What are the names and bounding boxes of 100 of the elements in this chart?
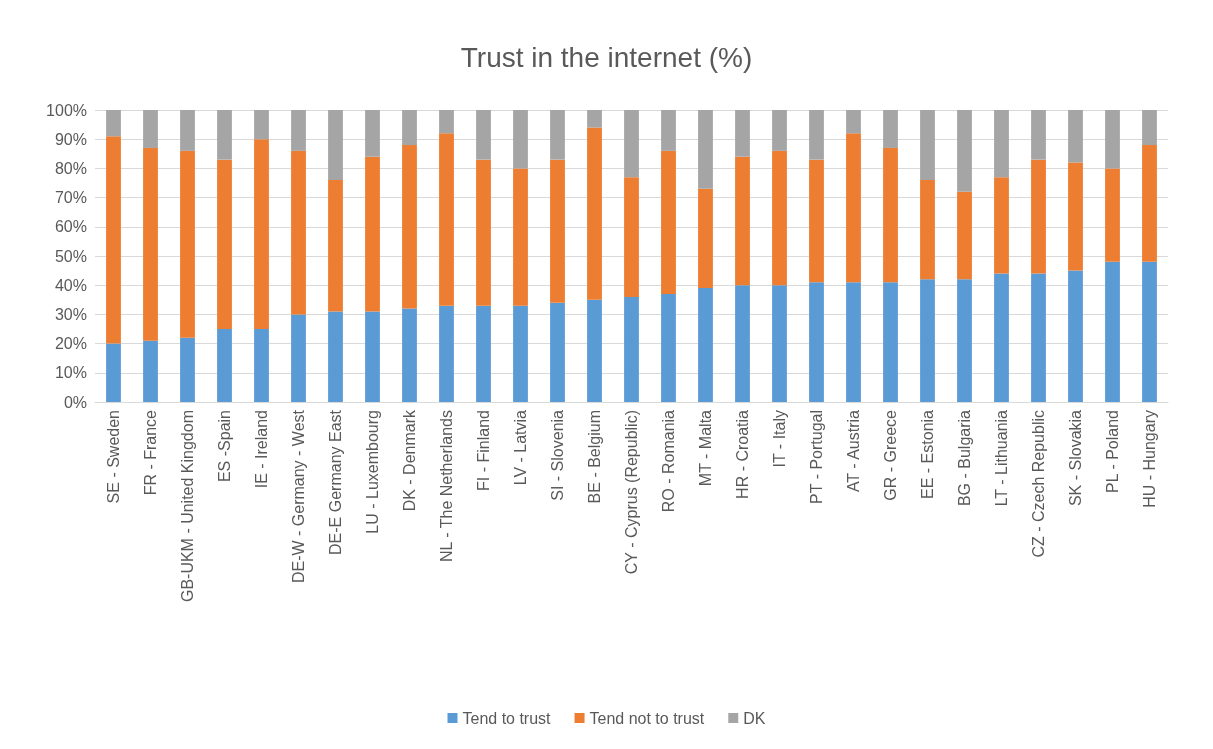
bar xyxy=(254,110,269,140)
bar xyxy=(476,110,491,160)
bar xyxy=(402,110,417,146)
x-tick-label: SI - Slovenia xyxy=(549,409,566,501)
x-tick-label: DK - Denmark xyxy=(401,409,418,512)
y-tick-label: 10% xyxy=(54,364,87,382)
bar xyxy=(1105,168,1120,262)
x-tick-label: FR - France xyxy=(142,409,159,496)
bar xyxy=(735,285,750,402)
y-tick-label: 100% xyxy=(46,101,87,119)
bar xyxy=(550,302,565,402)
bar xyxy=(920,180,935,280)
bar xyxy=(1142,145,1157,262)
x-tick-label: EE - Estonia xyxy=(919,409,936,499)
bar xyxy=(254,139,269,329)
bar xyxy=(217,110,232,160)
bar xyxy=(1105,110,1120,169)
bar xyxy=(735,156,750,286)
x-tick-label: DE-E Germany East xyxy=(327,409,344,555)
bar xyxy=(1031,110,1046,160)
bar xyxy=(513,110,528,169)
x-tick-label: PT - Portugal xyxy=(808,410,825,504)
bar xyxy=(1068,270,1083,402)
bar xyxy=(698,110,713,189)
bar xyxy=(180,110,195,151)
bar xyxy=(846,110,861,134)
x-tick-label: LT - Lithuania xyxy=(993,409,1010,507)
bar xyxy=(587,110,602,128)
bar xyxy=(772,110,787,151)
bar xyxy=(772,150,787,286)
y-tick-label: 40% xyxy=(54,276,87,294)
x-tick-label: GB-UKM - United Kingdom xyxy=(179,410,196,603)
x-tick-label: MT - Malta xyxy=(697,409,714,487)
bar xyxy=(1142,261,1157,402)
x-tick-label: HU - Hungary xyxy=(1141,410,1158,508)
bar xyxy=(1068,162,1083,271)
y-tick-label: 60% xyxy=(54,218,87,236)
y-tick-label: 30% xyxy=(54,305,87,323)
bar xyxy=(587,299,602,402)
bar xyxy=(143,147,158,341)
x-tick-label: CZ - Czech Republic xyxy=(1030,410,1047,558)
x-tick-label: BE - Belgium xyxy=(586,410,603,504)
x-tick-label: IT - Italy xyxy=(771,410,788,468)
bar xyxy=(291,314,306,402)
bar xyxy=(291,150,306,315)
bar xyxy=(1105,261,1120,402)
y-tick-label: 90% xyxy=(54,130,87,148)
bar xyxy=(439,133,454,306)
bar xyxy=(328,311,343,402)
bar xyxy=(1031,159,1046,274)
bar xyxy=(883,147,898,283)
x-tick-label: FI - Finland xyxy=(475,410,492,491)
bar xyxy=(809,159,824,283)
y-tick-label: 70% xyxy=(54,189,87,207)
y-tick-label: 20% xyxy=(54,335,87,353)
bar xyxy=(920,110,935,181)
bar xyxy=(994,177,1009,274)
bar xyxy=(698,288,713,402)
bar xyxy=(402,145,417,309)
bar xyxy=(402,308,417,402)
bar xyxy=(439,305,454,402)
bar xyxy=(1068,110,1083,163)
bar xyxy=(957,279,972,402)
bar xyxy=(624,177,639,297)
x-tick-label: ES -Spain xyxy=(216,410,233,483)
x-tick-label: LV - Latvia xyxy=(512,409,529,486)
x-tick-label: CY - Cyprus (Republic) xyxy=(623,410,640,575)
bar xyxy=(809,110,824,160)
y-tick-label: 0% xyxy=(63,393,87,411)
bar xyxy=(957,110,972,192)
bar xyxy=(587,127,602,300)
bar xyxy=(106,110,121,137)
bar xyxy=(624,296,639,402)
bar xyxy=(365,156,380,312)
bar xyxy=(957,191,972,280)
x-tick-label: HR - Croatia xyxy=(734,409,751,499)
bar xyxy=(513,305,528,402)
x-tick-label: PL - Poland xyxy=(1104,410,1121,494)
bar xyxy=(624,110,639,178)
bar xyxy=(365,311,380,402)
y-tick-label: 50% xyxy=(54,247,87,265)
bar xyxy=(994,110,1009,178)
bar xyxy=(920,279,935,402)
bar xyxy=(994,273,1009,402)
x-tick-label: AT - Austria xyxy=(845,409,862,493)
bar xyxy=(217,329,232,402)
x-tick-label: LU - Luxembourg xyxy=(364,410,381,534)
bar xyxy=(365,110,380,157)
legend-label: Tend not to trust xyxy=(589,709,705,727)
bar xyxy=(106,343,121,402)
bar xyxy=(143,110,158,148)
bar xyxy=(106,136,121,344)
bar xyxy=(180,150,195,338)
bar xyxy=(476,159,491,306)
bar xyxy=(550,110,565,160)
bar xyxy=(1142,110,1157,146)
bar xyxy=(476,305,491,402)
x-tick-label: SE - Sweden xyxy=(105,410,122,504)
bar xyxy=(180,337,195,402)
bar xyxy=(698,188,713,289)
